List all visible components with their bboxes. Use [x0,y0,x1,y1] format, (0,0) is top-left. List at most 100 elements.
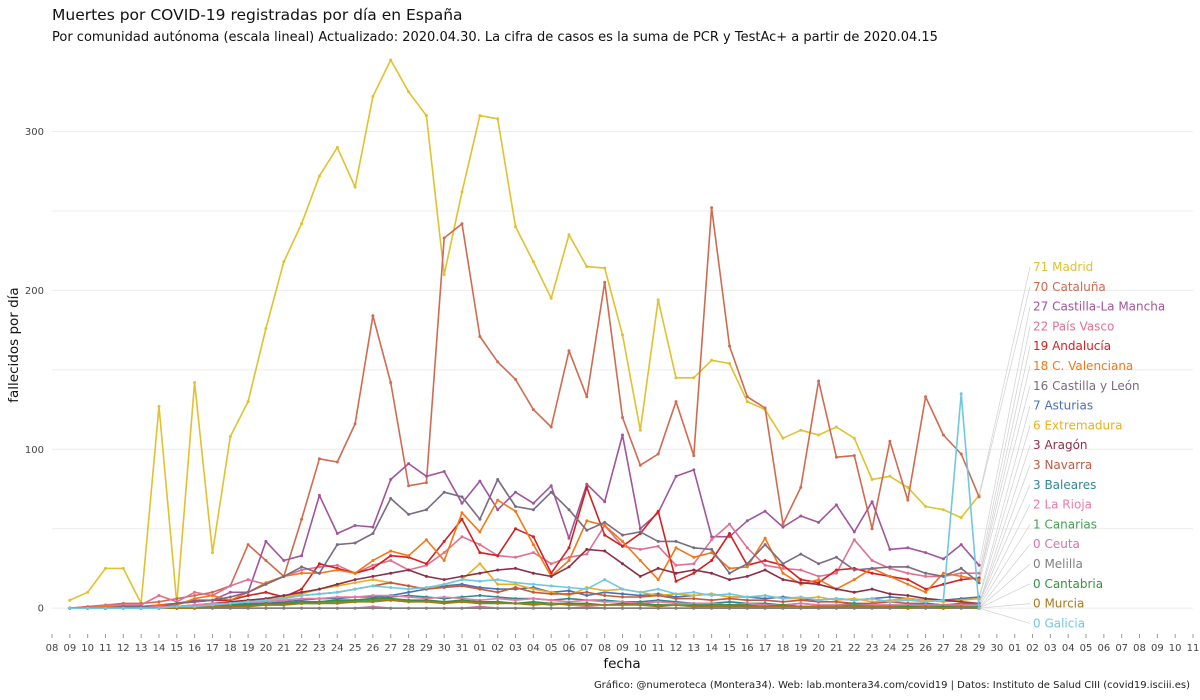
data-point [567,508,571,512]
data-point [424,474,428,478]
data-point [888,595,892,599]
data-point [514,586,517,589]
data-point [674,539,678,543]
data-point [104,566,107,570]
x-tick-label: 08 [598,643,611,654]
data-point [888,592,892,596]
data-point [300,571,304,575]
data-point [549,574,553,578]
x-tick-label: 31 [456,643,469,654]
legend-connector [978,484,1031,604]
data-point [317,592,321,596]
x-tick-label: 19 [794,643,807,654]
data-point [335,145,339,149]
data-point [585,547,589,551]
data-point [692,562,696,566]
x-tick-label: 11 [99,643,112,654]
data-point [621,333,624,337]
legend-label: 0 Murcia [1033,597,1084,611]
data-point [424,586,428,589]
data-point [603,280,607,284]
legend-label: 6 Extremadura [1033,418,1122,432]
series-lines [68,58,981,610]
data-point [870,527,874,531]
data-point [389,549,393,553]
data-point [888,439,892,443]
data-point [959,605,963,609]
data-point [460,535,464,539]
legend-connector [978,464,1031,604]
data-point [407,584,411,588]
data-point [763,406,767,410]
x-tick-label: 17 [206,643,219,654]
data-point [638,463,642,467]
data-point [710,559,714,562]
data-point [567,233,571,237]
data-point [424,600,428,604]
data-point [870,559,874,562]
data-point [585,519,589,523]
data-point [870,566,874,570]
data-point [175,601,179,605]
data-point [264,327,268,330]
data-point [799,605,803,609]
data-point [246,605,250,609]
data-point [781,571,785,575]
x-tick-label: 15 [723,643,736,654]
data-point [941,508,945,512]
data-point [389,554,393,558]
data-point [924,605,928,609]
series-line [69,434,980,610]
data-point [585,587,589,591]
data-point [567,546,571,550]
data-point [638,603,642,607]
data-point [710,571,714,575]
data-point [371,95,375,98]
data-point [496,582,500,586]
data-point [514,527,517,531]
data-point [531,551,535,555]
legend-label: 18 C. Valenciana [1033,359,1133,373]
data-point [496,478,500,481]
data-point [763,543,767,547]
data-point [300,554,304,558]
data-point [745,546,749,550]
data-point [656,578,660,582]
data-point [710,605,714,609]
data-point [246,578,250,582]
data-point [478,479,482,483]
data-point [924,597,928,601]
series-madrid [68,58,981,605]
data-point [193,381,197,384]
x-tick-label: 03 [1044,643,1057,654]
x-tick-label: 14 [705,643,718,654]
data-point [692,590,696,594]
data-point [424,574,428,578]
data-point [442,595,446,599]
data-point [353,595,357,599]
series-line [69,392,980,610]
data-point [799,578,803,582]
series-galicia [68,392,981,610]
y-tick-label: 100 [25,445,44,456]
data-point [781,578,785,582]
data-point [763,598,767,602]
series-line [69,599,980,610]
data-point [531,508,535,512]
legend-connector [978,524,1031,607]
data-point [870,597,874,601]
data-point [834,605,838,609]
data-point [442,582,446,586]
legend-connector [978,504,1031,606]
series-line [69,59,980,605]
data-point [371,525,375,529]
y-axis-label: fallecidos por día [6,287,22,402]
data-point [353,587,357,591]
legend-connector [978,266,1031,496]
data-point [335,582,339,586]
data-point [371,578,375,582]
data-point [585,606,589,610]
x-tick-label: 23 [866,643,879,654]
data-point [567,559,571,562]
series-melilla [68,606,981,610]
